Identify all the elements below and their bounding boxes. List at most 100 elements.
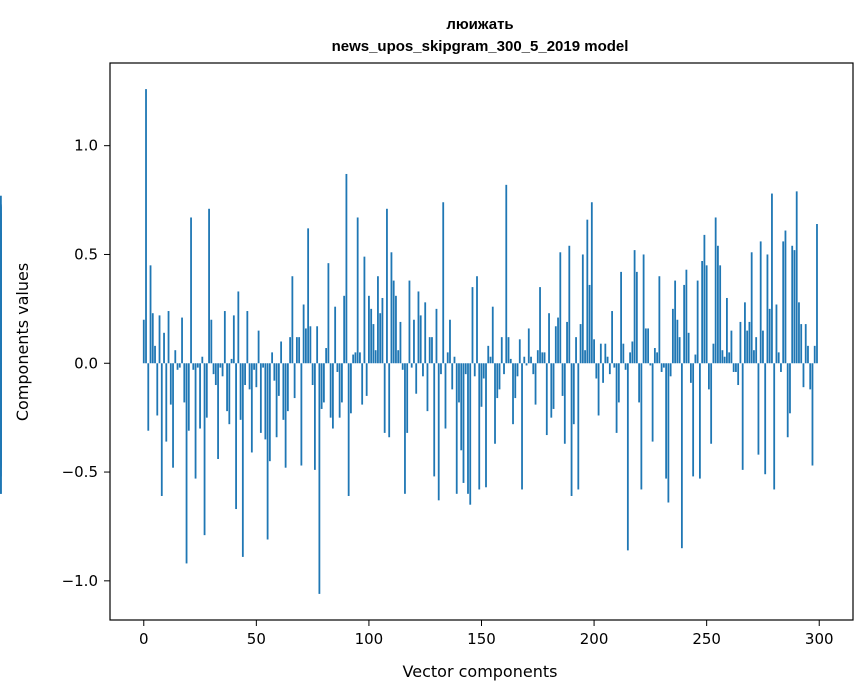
bar	[494, 363, 496, 444]
bar	[579, 324, 582, 364]
bar	[689, 363, 692, 383]
bar	[768, 308, 771, 364]
y-axis-label: Components values	[13, 263, 32, 421]
bar	[548, 313, 550, 364]
bar	[347, 363, 350, 496]
bar	[534, 363, 537, 405]
bar	[219, 363, 222, 368]
bar	[298, 337, 301, 364]
bar	[322, 363, 325, 403]
bar	[350, 363, 352, 414]
bar	[212, 363, 215, 375]
bar	[332, 363, 334, 429]
bar	[390, 252, 393, 364]
bar	[482, 363, 485, 379]
bar	[422, 363, 424, 377]
bar	[300, 363, 303, 466]
bar	[732, 363, 735, 372]
bar	[293, 363, 296, 399]
bar	[584, 350, 586, 364]
bar	[208, 208, 210, 364]
bar	[658, 276, 661, 364]
bar	[500, 337, 503, 364]
bar	[593, 339, 595, 364]
bar	[446, 352, 449, 364]
bar	[498, 363, 501, 390]
bar	[156, 363, 159, 416]
bar	[183, 363, 186, 403]
bar	[611, 311, 613, 364]
bar	[431, 337, 433, 364]
bar	[408, 280, 411, 364]
bar	[660, 363, 663, 372]
bar	[775, 304, 778, 364]
bar	[151, 313, 154, 364]
bar	[217, 363, 219, 459]
bar	[449, 319, 451, 364]
bar	[518, 339, 521, 364]
bar	[726, 297, 728, 364]
bar	[174, 350, 177, 364]
bar	[586, 219, 589, 364]
bar	[473, 363, 476, 377]
bar	[757, 363, 760, 455]
bar	[773, 363, 776, 490]
bar	[415, 363, 418, 394]
bar	[597, 363, 600, 416]
bar	[491, 306, 494, 364]
bar	[289, 337, 292, 364]
bar	[226, 363, 228, 412]
bar	[165, 363, 168, 442]
bar	[692, 363, 695, 477]
bar	[255, 363, 258, 388]
bar	[343, 295, 346, 364]
bar	[359, 352, 361, 364]
bar	[669, 363, 672, 377]
bar	[433, 363, 436, 477]
bar	[368, 295, 370, 364]
bar	[286, 363, 289, 412]
y-tick-label: −0.5	[62, 463, 98, 481]
bar	[167, 311, 170, 364]
bar	[649, 363, 652, 366]
bar	[304, 328, 307, 364]
bar	[381, 297, 384, 364]
bar	[253, 363, 255, 370]
bar	[683, 284, 686, 364]
bar	[190, 217, 192, 364]
y-tick-label: 0.0	[74, 354, 98, 372]
bar	[735, 363, 737, 372]
bar	[595, 363, 598, 379]
bar	[633, 250, 636, 364]
bar	[730, 330, 733, 364]
bar	[158, 315, 161, 364]
bar	[458, 363, 460, 403]
bar	[316, 326, 319, 364]
bar	[185, 363, 188, 564]
bar	[388, 363, 391, 438]
bar	[417, 291, 420, 364]
bar	[521, 363, 523, 490]
bar	[248, 363, 251, 390]
bar	[766, 254, 769, 364]
bar	[451, 363, 454, 390]
bar	[624, 363, 627, 370]
bar	[194, 363, 197, 479]
bars-group	[0, 89, 818, 594]
bar	[291, 276, 294, 364]
bar	[577, 363, 580, 490]
bar	[325, 348, 328, 364]
bar	[786, 363, 789, 438]
bar	[543, 352, 546, 364]
bar	[626, 363, 629, 551]
bar	[653, 348, 656, 364]
bar	[341, 363, 343, 403]
bar	[413, 319, 415, 364]
y-axis-ticks: −1.0 −0.5 0.0 0.5 1.0	[62, 137, 110, 590]
bar	[523, 356, 526, 364]
bar	[696, 280, 699, 364]
bar	[365, 363, 368, 396]
bar	[334, 306, 337, 364]
bar	[791, 245, 794, 364]
